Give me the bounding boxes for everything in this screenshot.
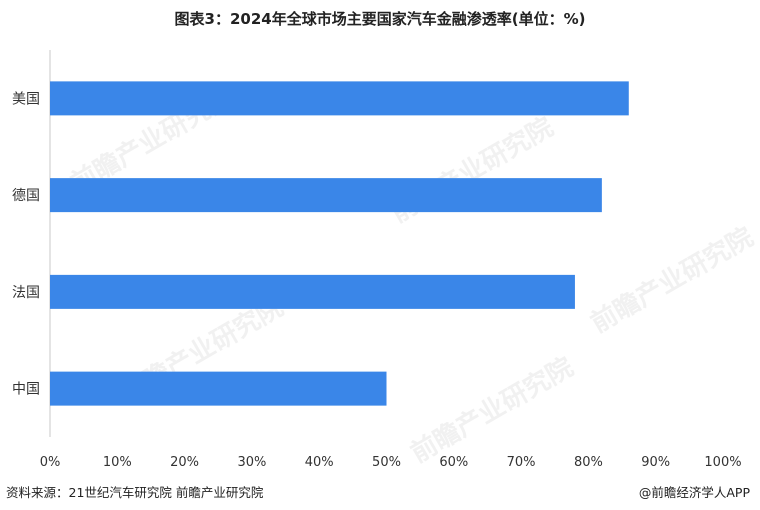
bar-3 — [50, 371, 387, 406]
x-tick-label: 90% — [641, 455, 670, 470]
category-label: 美国 — [12, 91, 40, 107]
brand-label: @前瞻经济学人APP — [638, 485, 750, 500]
x-tick-label: 10% — [103, 455, 132, 470]
bar-2 — [50, 274, 575, 309]
x-tick-label: 60% — [439, 455, 468, 470]
category-label: 法国 — [12, 285, 40, 301]
bar-1 — [50, 178, 602, 213]
x-tick-label: 70% — [507, 455, 536, 470]
category-label: 德国 — [12, 188, 40, 204]
x-tick-label: 40% — [305, 455, 334, 470]
x-tick-label: 50% — [372, 455, 401, 470]
chart-title: 图表3：2024年全球市场主要国家汽车金融渗透率(单位：%) — [174, 10, 586, 28]
x-tick-label: 0% — [40, 455, 61, 470]
x-tick-label: 80% — [574, 455, 603, 470]
x-tick-label: 100% — [704, 455, 741, 470]
x-tick-label: 20% — [170, 455, 199, 470]
source-note: 资料来源：21世纪汽车研究院 前瞻产业研究院 — [6, 485, 264, 500]
bar-0 — [50, 81, 629, 116]
category-label: 中国 — [12, 382, 40, 398]
x-tick-label: 30% — [237, 455, 266, 470]
